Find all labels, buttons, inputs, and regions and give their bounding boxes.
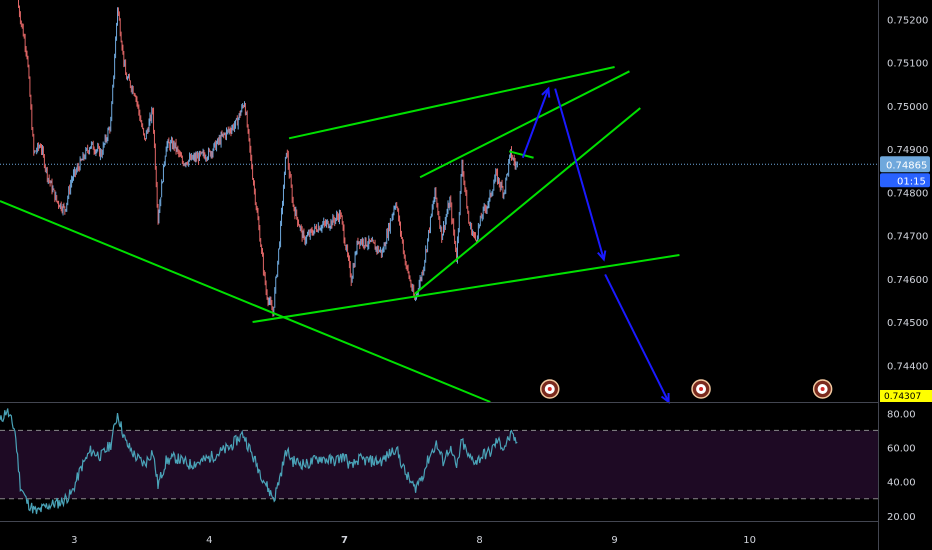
oscillator-band — [0, 430, 878, 499]
event-marker-icon[interactable] — [540, 379, 560, 399]
trendline[interactable] — [252, 254, 680, 324]
trendline[interactable] — [0, 200, 491, 403]
price-tick-label: 0.75100 — [887, 59, 928, 70]
trendline[interactable] — [419, 70, 630, 179]
trendlines[interactable] — [0, 66, 680, 403]
trendline[interactable] — [414, 107, 641, 295]
oscillator-tick-label: 40.00 — [887, 478, 916, 489]
time-tick-label: 3 — [71, 535, 77, 546]
price-tick-label: 0.74700 — [887, 232, 928, 243]
price-tick-label: 0.75200 — [887, 15, 928, 26]
price-tick-label: 0.74900 — [887, 145, 928, 156]
price-tick-label: 0.74800 — [887, 188, 928, 199]
last-price-tag: 0.74865 01:15 — [880, 156, 930, 188]
time-tick-label: 10 — [743, 535, 756, 546]
forecast-arrow-head — [541, 86, 551, 98]
time-ticks: 3 4 7 8 9 10 — [71, 535, 756, 546]
candles — [18, 0, 518, 317]
price-tick-label: 0.75000 — [887, 102, 928, 113]
price-tick-label: 0.74500 — [887, 318, 928, 329]
time-tick-label: 4 — [206, 535, 212, 546]
countdown-label: 01:15 — [897, 176, 926, 187]
oscillator-ticks: 80.00 60.00 40.00 20.00 — [887, 409, 916, 523]
bottom-price-tag-box — [880, 390, 932, 402]
trendline[interactable] — [508, 150, 534, 159]
event-marker-icon[interactable] — [812, 379, 833, 399]
event-marker-icon[interactable] — [691, 379, 711, 399]
time-tick-label: 7 — [341, 535, 348, 546]
price-pane[interactable] — [0, 0, 878, 405]
oscillator-line — [0, 408, 518, 515]
price-tick-label: 0.74600 — [887, 275, 928, 286]
bottom-price-tag: 0.74307 — [880, 390, 932, 402]
time-tick-label: 8 — [476, 535, 482, 546]
oscillator-tick-label: 60.00 — [887, 443, 916, 454]
forecast-arrow-line[interactable] — [521, 88, 550, 159]
price-tick-label: 0.74400 — [887, 361, 928, 372]
oscillator-tick-label: 20.00 — [887, 512, 916, 523]
price-ticks: 0.75200 0.75100 0.75000 0.74900 0.74800 0.747… — [887, 15, 928, 372]
last-price-label: 0.74865 — [886, 160, 927, 171]
bottom-price-label: 0.74307 — [884, 392, 921, 402]
forecast-arrows[interactable] — [521, 86, 670, 405]
last-price-tag-box — [880, 156, 930, 173]
forecast-arrow-line[interactable] — [604, 274, 670, 403]
trendline[interactable] — [288, 66, 615, 140]
event-markers[interactable] — [540, 379, 833, 399]
price-axis[interactable]: 0.75200 0.75100 0.75000 0.74900 0.74800 0.747… — [878, 0, 932, 550]
oscillator-pane[interactable] — [0, 408, 878, 515]
forecast-arrow-line[interactable] — [554, 88, 605, 260]
countdown-tag-box — [880, 173, 930, 188]
time-tick-label: 9 — [611, 535, 617, 546]
oscillator-tick-label: 80.00 — [887, 409, 916, 420]
time-axis[interactable]: 3 4 7 8 9 10 — [0, 521, 878, 547]
forecast-arrow-head — [597, 250, 607, 262]
